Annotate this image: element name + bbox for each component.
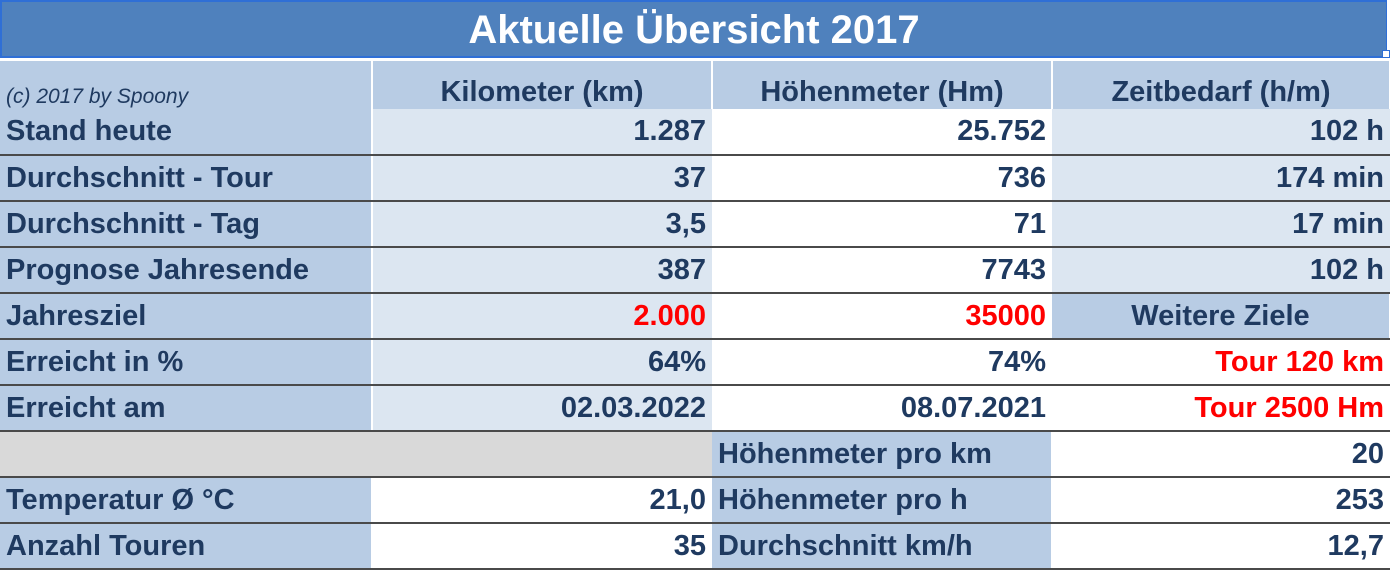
goal-tour-km-cell[interactable]: Tour 120 km (1052, 339, 1390, 386)
tours-count-value[interactable]: 35 (372, 523, 712, 570)
table-row: Anzahl Touren 35 Durchschnitt km/h 12,7 (0, 523, 1390, 570)
row-label[interactable]: Durchschnitt - Tour (0, 155, 373, 202)
table-row: Durchschnitt - Tour 37 736 174 min (0, 155, 1390, 202)
hm-cell[interactable]: 08.07.2021 (712, 385, 1052, 432)
km-cell[interactable]: 02.03.2022 (372, 385, 712, 432)
time-cell[interactable]: 17 min (1052, 201, 1390, 248)
row-label[interactable]: Erreicht am (0, 385, 373, 432)
header-row: (c) 2017 by Spoony Kilometer (km) Höhenm… (0, 61, 1390, 109)
stat-label[interactable]: Höhenmeter pro km (712, 431, 1053, 478)
table-row: Erreicht am 02.03.2022 08.07.2021 Tour 2… (0, 385, 1390, 432)
row-label[interactable]: Temperatur Ø °C (0, 477, 373, 524)
goal-tour-hm-cell[interactable]: Tour 2500 Hm (1052, 385, 1390, 432)
stat-value[interactable]: 12,7 (1052, 523, 1390, 570)
temperature-value[interactable]: 21,0 (372, 477, 712, 524)
header-hm[interactable]: Höhenmeter (Hm) (712, 61, 1053, 109)
row-label[interactable]: Anzahl Touren (0, 523, 373, 570)
stat-value[interactable]: 253 (1052, 477, 1390, 524)
table-row: Jahresziel 2.000 35000 Weitere Ziele (0, 293, 1390, 340)
row-label[interactable]: Jahresziel (0, 293, 373, 340)
km-goal-cell[interactable]: 2.000 (372, 293, 712, 340)
km-cell[interactable]: 37 (372, 155, 712, 202)
stat-label[interactable]: Durchschnitt km/h (712, 523, 1053, 570)
row-label[interactable]: Prognose Jahresende (0, 247, 373, 294)
sheet-title[interactable]: Aktuelle Übersicht 2017 (0, 0, 1387, 58)
header-km[interactable]: Kilometer (km) (372, 61, 713, 109)
further-goals-heading[interactable]: Weitere Ziele (1052, 293, 1390, 340)
overview-table: (c) 2017 by Spoony Kilometer (km) Höhenm… (0, 61, 1390, 570)
km-cell[interactable]: 1.287 (372, 109, 712, 156)
table-row: Höhenmeter pro km 20 (0, 431, 1390, 478)
time-cell[interactable]: 174 min (1052, 155, 1390, 202)
empty-cell[interactable] (372, 431, 712, 478)
table-row: Durchschnitt - Tag 3,5 71 17 min (0, 201, 1390, 248)
row-label[interactable]: Erreicht in % (0, 339, 373, 386)
row-label[interactable]: Durchschnitt - Tag (0, 201, 373, 248)
selection-fill-handle[interactable] (1382, 50, 1390, 58)
table-row: Stand heute 1.287 25.752 102 h (0, 109, 1390, 156)
hm-cell[interactable]: 7743 (712, 247, 1052, 294)
km-cell[interactable]: 387 (372, 247, 712, 294)
hm-cell[interactable]: 74% (712, 339, 1052, 386)
empty-cell[interactable] (0, 431, 372, 478)
hm-cell[interactable]: 25.752 (712, 109, 1052, 156)
time-cell[interactable]: 102 h (1052, 247, 1390, 294)
table-row: Prognose Jahresende 387 7743 102 h (0, 247, 1390, 294)
hm-cell[interactable]: 736 (712, 155, 1052, 202)
stat-label[interactable]: Höhenmeter pro h (712, 477, 1053, 524)
km-cell[interactable]: 3,5 (372, 201, 712, 248)
km-cell[interactable]: 64% (372, 339, 712, 386)
row-label[interactable]: Stand heute (0, 109, 373, 156)
copyright-cell[interactable]: (c) 2017 by Spoony (0, 61, 373, 109)
hm-cell[interactable]: 71 (712, 201, 1052, 248)
header-time[interactable]: Zeitbedarf (h/m) (1052, 61, 1390, 109)
table-row: Temperatur Ø °C 21,0 Höhenmeter pro h 25… (0, 477, 1390, 524)
hm-goal-cell[interactable]: 35000 (712, 293, 1052, 340)
stat-value[interactable]: 20 (1052, 431, 1390, 478)
time-cell[interactable]: 102 h (1052, 109, 1390, 156)
table-row: Erreicht in % 64% 74% Tour 120 km (0, 339, 1390, 386)
